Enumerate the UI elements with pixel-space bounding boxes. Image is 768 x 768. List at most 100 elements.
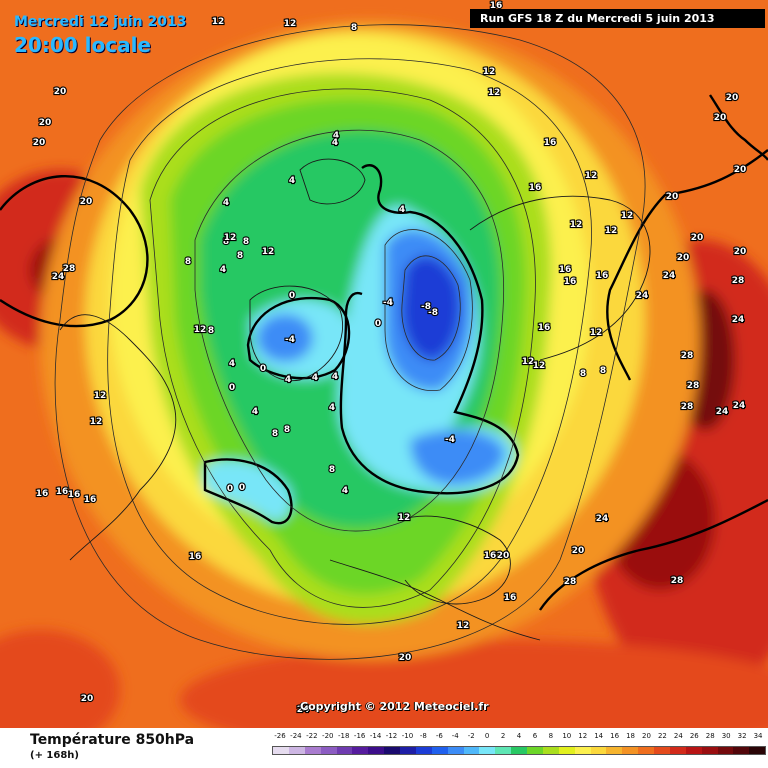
- contour-label: 4: [252, 407, 258, 417]
- scale-label: 14: [594, 732, 604, 740]
- contour-label: 12: [522, 357, 535, 367]
- scale-label: 24: [673, 732, 683, 740]
- contour-label: 20: [33, 138, 46, 148]
- scale-swatch: [511, 747, 527, 754]
- coast-asia: [469, 195, 651, 361]
- contour-label: 20: [714, 113, 727, 123]
- scale-swatch: [336, 747, 353, 754]
- contour-label: -4: [383, 298, 393, 308]
- contour-label: 4: [289, 176, 295, 186]
- scale-swatch: [733, 747, 750, 754]
- contour-label: 16: [538, 323, 551, 333]
- scale-swatch: [669, 747, 686, 754]
- contour-label: 12: [621, 211, 634, 221]
- contour-label: 12: [488, 88, 501, 98]
- isotherm-0-central: [339, 164, 520, 495]
- scale-label: -12: [385, 732, 398, 740]
- scale-swatch: [558, 747, 575, 754]
- contour-label: -4: [285, 335, 295, 345]
- contour-label: 0: [229, 383, 235, 393]
- contour-label: 8: [208, 326, 214, 336]
- band-minus4-west: [257, 314, 313, 362]
- band-minus8: [401, 255, 461, 361]
- scale-label: -18: [337, 732, 350, 740]
- scale-swatch: [463, 747, 480, 754]
- scale-swatch: [447, 747, 464, 754]
- scale-label: 12: [578, 732, 588, 740]
- contour-label: 16: [504, 593, 517, 603]
- contour-label: 8: [223, 237, 229, 247]
- contour-label: 4: [333, 131, 339, 141]
- isotherm-16: [54, 24, 646, 660]
- contour-label: 24: [596, 514, 609, 524]
- scale-label: 32: [737, 732, 747, 740]
- contour-label: 4: [312, 373, 318, 383]
- contour-label: 20: [572, 546, 585, 556]
- coast-arctic-islands: [299, 158, 366, 205]
- legend-title: Température 850hPa: [30, 732, 195, 748]
- contour-label: 12: [224, 233, 237, 243]
- scale-label: -26: [274, 732, 286, 740]
- contour-label: 16: [84, 495, 97, 505]
- isotherm-minus4: [384, 229, 473, 392]
- contour-label: 8: [600, 366, 606, 376]
- contour-label: 16: [596, 271, 609, 281]
- isotherm-20-ne: [709, 94, 768, 161]
- scale-swatch: [622, 747, 639, 754]
- contour-label: -8: [428, 308, 438, 318]
- scale-label: 28: [705, 732, 715, 740]
- isotherm-20-se: [539, 498, 768, 611]
- contour-label: 0: [260, 364, 266, 374]
- scale-swatch: [304, 747, 321, 754]
- contour-label: 28: [681, 402, 694, 412]
- contour-label: -4: [445, 435, 455, 445]
- isotherm-minus8: [401, 255, 461, 361]
- isotherms: [0, 94, 768, 611]
- scale-label: 16: [610, 732, 620, 740]
- contour-label: 12: [483, 67, 496, 77]
- scale-swatch: [384, 747, 400, 754]
- legend-footer: Température 850hPa (+ 168h) -26 -24 -22 -20…: [0, 728, 768, 768]
- contour-label: 12: [262, 247, 275, 257]
- contour-label: 28: [564, 577, 577, 587]
- contour-label: 4: [332, 138, 338, 148]
- contour-label: 8: [580, 369, 586, 379]
- contour-label: 8: [237, 251, 243, 261]
- scale-label: -4: [451, 732, 459, 740]
- legend-subtitle: (+ 168h): [30, 750, 79, 761]
- contour-label: 16: [564, 277, 577, 287]
- contour-label: 20: [80, 197, 93, 207]
- scale-label: -16: [353, 732, 366, 740]
- band-0-sw: [205, 460, 292, 521]
- scale-label: 34: [753, 732, 763, 740]
- contour-label: 16: [484, 551, 497, 561]
- scale-label: 4: [516, 732, 522, 740]
- contour-label: 4: [332, 372, 338, 382]
- contour-label: 4: [223, 198, 229, 208]
- contour-label: 16: [36, 489, 49, 499]
- warm-region-sw: [0, 630, 120, 728]
- contour-label: 20: [734, 165, 747, 175]
- scale-swatch: [527, 747, 543, 754]
- scale-swatch: [479, 747, 496, 754]
- contour-label: 24: [716, 407, 729, 417]
- contour-label: 12: [590, 328, 603, 338]
- contour-label: 0: [239, 483, 245, 493]
- contour-label: 20: [734, 247, 747, 257]
- scale-swatch: [273, 747, 289, 754]
- color-scale: -26 -24 -22 -20 -18 -16 -14 -12 -10 -8 -6 -4 -2 0 2 4 6 8…: [272, 732, 766, 764]
- band-minus4-south: [410, 429, 505, 485]
- scale-swatch: [495, 747, 512, 754]
- scale-swatch: [654, 747, 670, 754]
- scale-swatch: [368, 747, 385, 754]
- scale-swatch: [400, 747, 416, 754]
- contour-label: 0: [375, 319, 381, 329]
- contour-label: 28: [732, 276, 745, 286]
- contour-label: 12: [585, 171, 598, 181]
- scale-label: 10: [562, 732, 572, 740]
- scale-swatch: [638, 747, 654, 754]
- contour-label: 24: [732, 315, 745, 325]
- contour-label: 16: [68, 490, 81, 500]
